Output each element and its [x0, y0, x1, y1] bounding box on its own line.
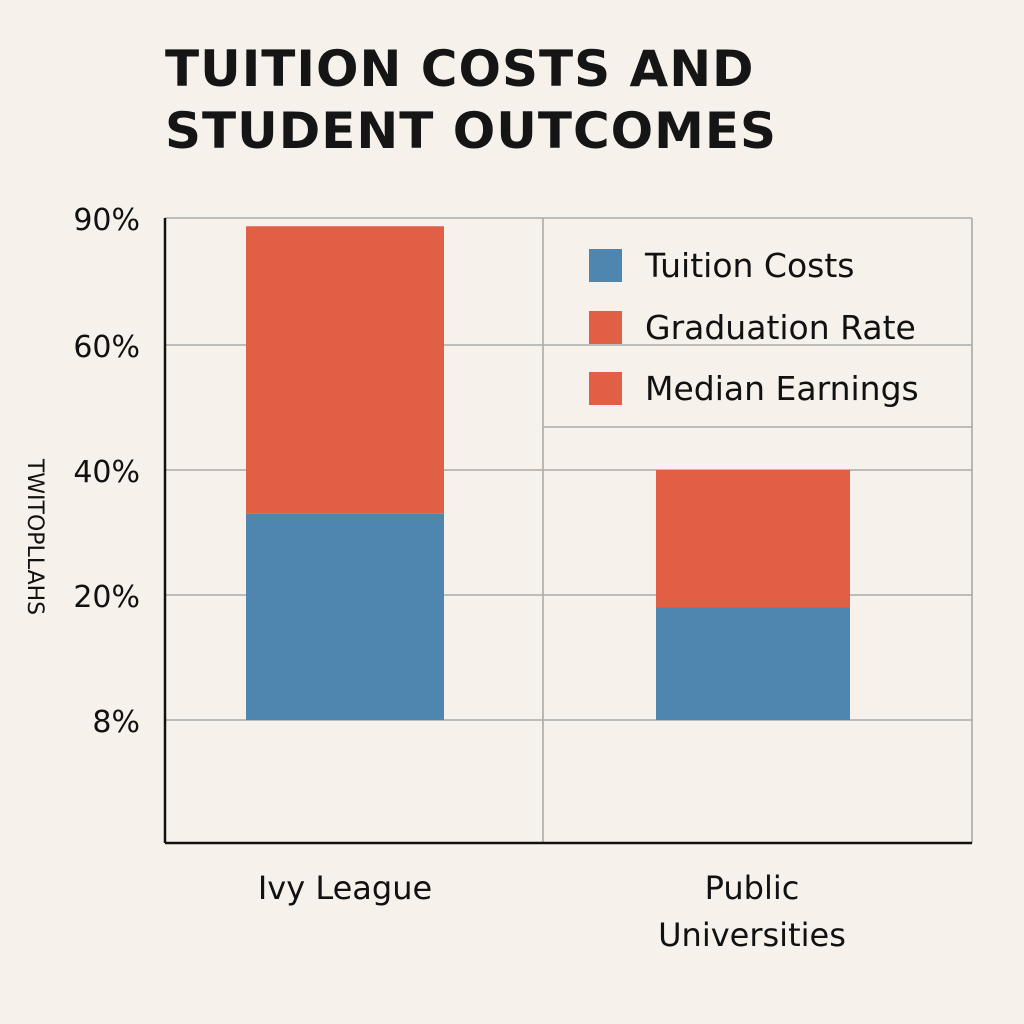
x-category-label: Public: [705, 869, 800, 907]
legend-swatch: [589, 249, 622, 282]
x-category-label: Ivy League: [258, 869, 432, 907]
legend-label: Tuition Costs: [644, 246, 855, 285]
y-tick-label: 20%: [73, 580, 140, 615]
y-tick-label: 60%: [73, 330, 140, 365]
legend-label: Graduation Rate: [645, 308, 916, 347]
y-tick-label: 8%: [92, 705, 140, 740]
chart-title-line-2: STUDENT OUTCOMES: [165, 102, 778, 160]
legend-swatch: [589, 311, 622, 344]
y-axis-label: TWITOPLLAHS: [22, 458, 47, 615]
y-tick-label: 90%: [73, 203, 140, 238]
x-category-label: Universities: [658, 916, 846, 954]
y-tick-label: 40%: [73, 455, 140, 490]
legend-label: Median Earnings: [645, 369, 919, 408]
bar-graduation-rate-2: [656, 470, 850, 608]
bar-tuition-costs-2: [656, 607, 850, 720]
bar-graduation-rate-1: [246, 226, 444, 514]
bar-tuition-costs-1: [246, 513, 444, 720]
chart-title-line-1: TUITION COSTS AND: [165, 40, 755, 98]
legend-swatch: [589, 372, 622, 405]
chart-title: TUITION COSTS AND STUDENT OUTCOMES: [165, 38, 777, 162]
